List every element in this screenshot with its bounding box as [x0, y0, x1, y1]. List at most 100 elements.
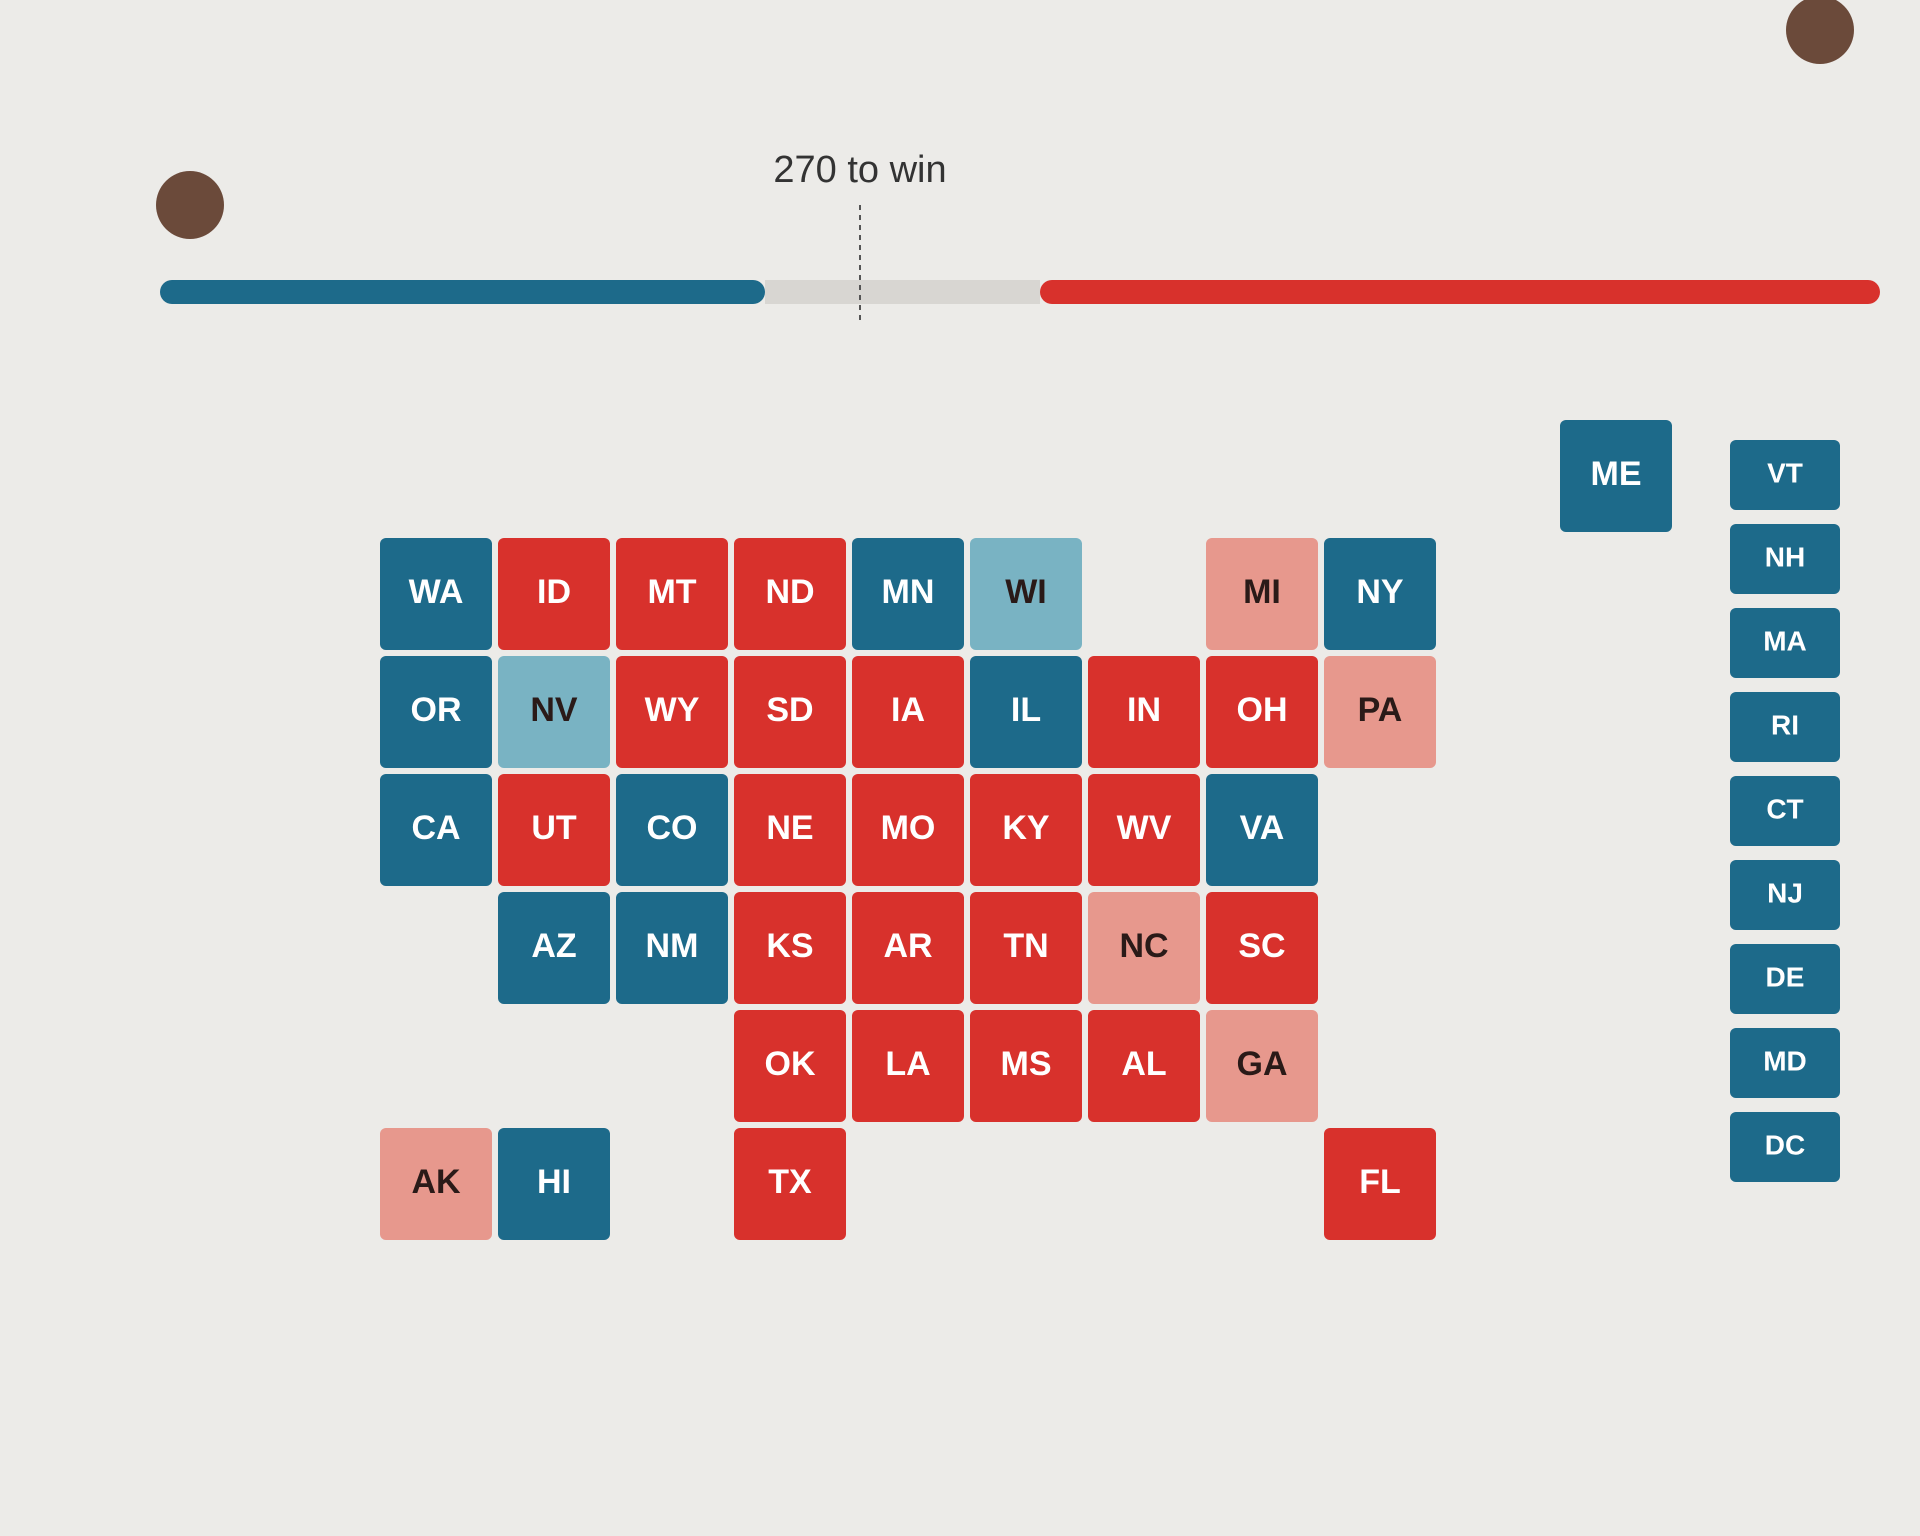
state-tile [1088, 656, 1200, 768]
state-tile [1324, 656, 1436, 768]
state-tile [970, 1010, 1082, 1122]
state-label: AL [1121, 1045, 1166, 1083]
state-tile [380, 538, 492, 650]
small-state-label: NH [1765, 541, 1805, 572]
state-tile [1560, 420, 1672, 532]
state-tile [852, 656, 964, 768]
state-label: SD [766, 691, 813, 729]
state-tile [1206, 774, 1318, 886]
dem-bar [160, 280, 765, 304]
state-tile [852, 538, 964, 650]
state-tile [852, 774, 964, 886]
small-state-tile [1730, 1112, 1840, 1182]
small-state-tile [1730, 440, 1840, 510]
state-label: IL [1011, 691, 1041, 729]
state-tile [1324, 538, 1436, 650]
state-tile [1088, 774, 1200, 886]
state-label: KY [1002, 809, 1050, 847]
small-state-label: NJ [1767, 877, 1803, 908]
small-state-label: VT [1767, 457, 1803, 488]
state-tile [498, 1128, 610, 1240]
state-tile [1206, 1010, 1318, 1122]
small-states-list: VT NH MA RI CT NJ DE MD DC [1730, 440, 1840, 1182]
state-label: SC [1238, 927, 1285, 965]
state-tile [498, 774, 610, 886]
state-tile [616, 892, 728, 1004]
state-label: ND [765, 573, 814, 611]
small-state-tile [1730, 524, 1840, 594]
small-state-label: MA [1763, 625, 1807, 656]
state-label: ID [537, 573, 571, 611]
state-label: OK [765, 1045, 816, 1083]
state-label: OH [1237, 691, 1288, 729]
state-label: CO [647, 809, 698, 847]
state-tile [970, 892, 1082, 1004]
candidate-photo [1786, 0, 1854, 64]
state-label: FL [1359, 1163, 1401, 1201]
state-tile [498, 538, 610, 650]
state-tile [616, 656, 728, 768]
state-tile [498, 656, 610, 768]
small-state-tile [1730, 944, 1840, 1014]
state-tile [970, 774, 1082, 886]
state-label: NE [766, 809, 813, 847]
state-label: WA [409, 573, 464, 611]
state-tile [734, 1010, 846, 1122]
state-tile [380, 774, 492, 886]
state-label: VA [1240, 809, 1285, 847]
state-tile [734, 892, 846, 1004]
state-label: MI [1243, 573, 1281, 611]
state-label: MN [882, 573, 935, 611]
small-state-label: DC [1765, 1129, 1805, 1160]
small-state-tile [1730, 776, 1840, 846]
state-tile [852, 1010, 964, 1122]
state-label: AR [883, 927, 932, 965]
state-label: IN [1127, 691, 1161, 729]
state-label: WY [645, 691, 700, 729]
state-label: NM [646, 927, 699, 965]
state-label: GA [1237, 1045, 1288, 1083]
electoral-map: ME WA ID MT ND MN WI MI NY OR NV WY SD IA IL IN OH PA CA UT… [380, 420, 1672, 1240]
state-tile [734, 656, 846, 768]
small-state-label: CT [1766, 793, 1803, 824]
state-tile [1088, 892, 1200, 1004]
state-label: CA [411, 809, 460, 847]
state-tile [1206, 656, 1318, 768]
state-tile [734, 1128, 846, 1240]
state-label: ME [1591, 455, 1642, 493]
state-label: TN [1003, 927, 1048, 965]
state-label: NY [1356, 573, 1404, 611]
state-label: MT [647, 573, 696, 611]
state-label: NV [530, 691, 578, 729]
state-label: TX [768, 1163, 812, 1201]
undecided-bar [765, 280, 1040, 304]
state-tile [1206, 538, 1318, 650]
state-label: MO [881, 809, 936, 847]
state-tile [616, 538, 728, 650]
state-label: KS [766, 927, 813, 965]
state-label: WI [1005, 573, 1047, 611]
state-label: UT [531, 809, 577, 847]
state-label: AZ [531, 927, 576, 965]
state-label: AK [411, 1163, 461, 1201]
state-tile [1206, 892, 1318, 1004]
state-tile [970, 656, 1082, 768]
candidate-photo [156, 171, 224, 239]
state-label: HI [537, 1163, 571, 1201]
state-label: LA [885, 1045, 930, 1083]
state-tile [970, 538, 1082, 650]
state-label: MS [1001, 1045, 1052, 1083]
state-tile [498, 892, 610, 1004]
small-state-label: DE [1766, 961, 1805, 992]
small-state-label: RI [1771, 709, 1799, 740]
state-tile [1088, 1010, 1200, 1122]
state-label: WV [1117, 809, 1172, 847]
small-state-tile [1730, 608, 1840, 678]
state-tile [616, 774, 728, 886]
small-state-tile [1730, 1028, 1840, 1098]
state-tile [380, 1128, 492, 1240]
state-label: IA [891, 691, 925, 729]
state-label: NC [1119, 927, 1168, 965]
